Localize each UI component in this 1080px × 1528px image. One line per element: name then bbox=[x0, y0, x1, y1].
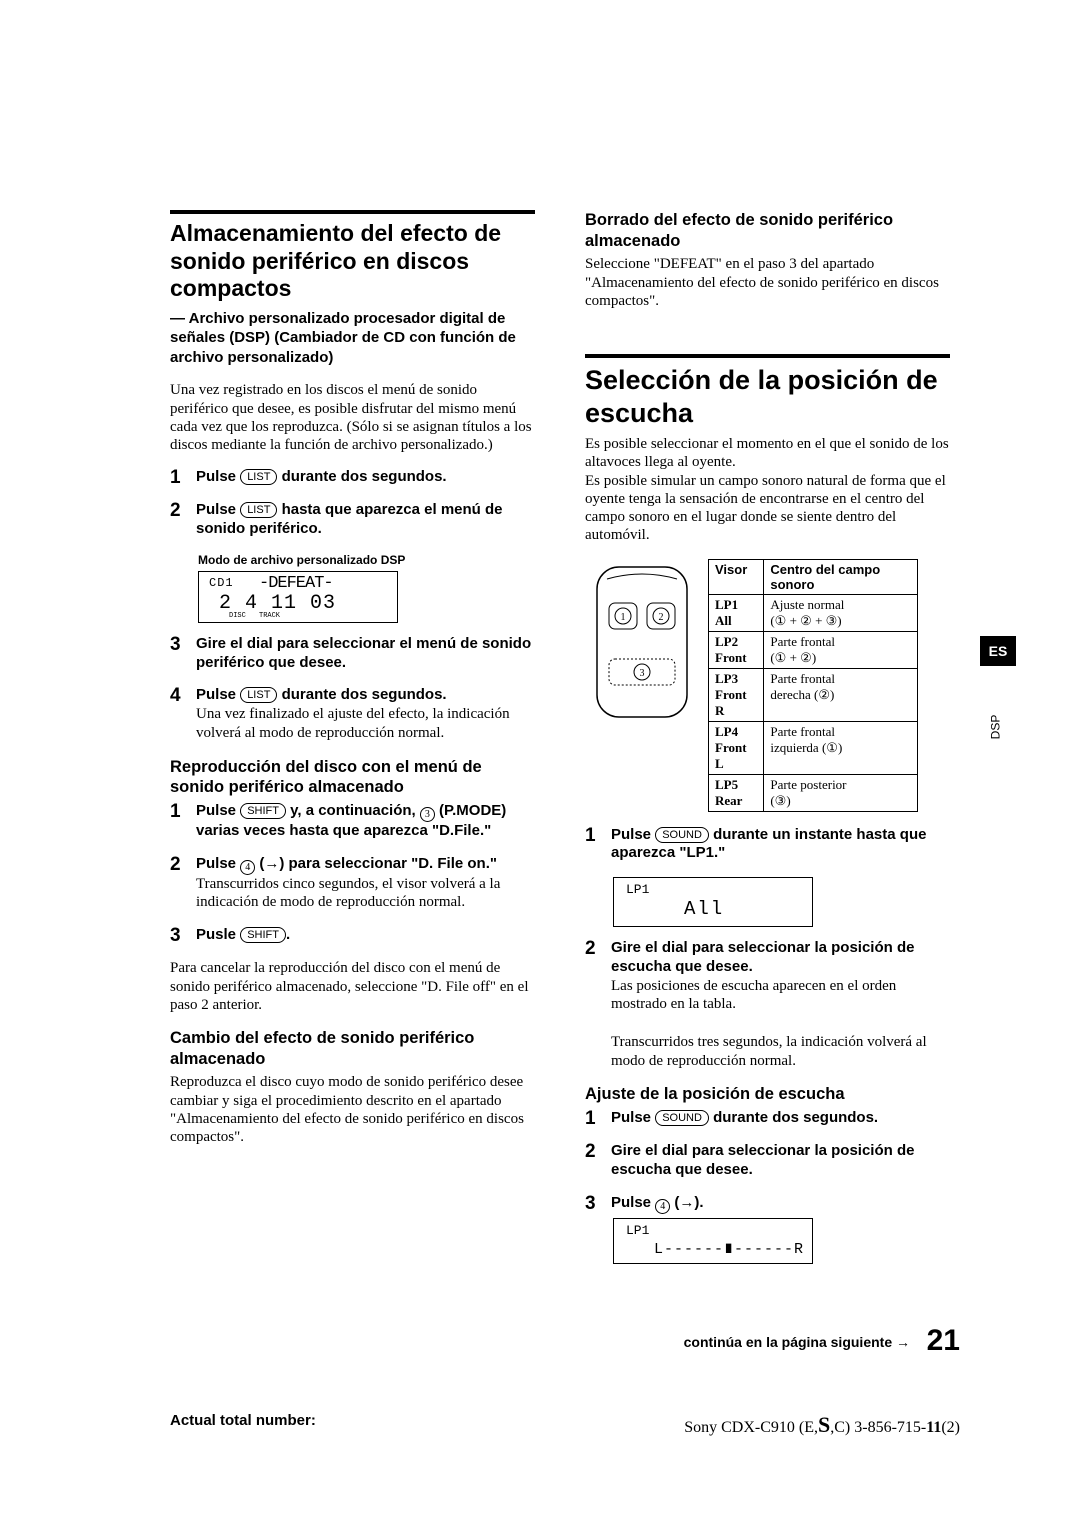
lcd-caption: Modo de archivo personalizado DSP bbox=[198, 553, 535, 567]
left-column: Almacenamiento del efecto de sonido peri… bbox=[170, 210, 535, 1274]
adj-step-3: 3 Pulse 4 (→). bbox=[585, 1194, 950, 1214]
list-button: LIST bbox=[240, 502, 277, 518]
table-row: LP3Front RParte frontalderecha (②) bbox=[709, 668, 918, 721]
sound-button: SOUND bbox=[655, 1110, 709, 1126]
subheading-delete: Borrado del efecto de sonido periférico … bbox=[585, 210, 950, 251]
lcd-display: LP1 All bbox=[613, 877, 813, 927]
section-title: Selección de la posición de escucha bbox=[585, 364, 950, 429]
footer: Actual total number: Sony CDX-C910 (E,S,… bbox=[170, 1412, 960, 1438]
step-3: 3 Gire el dial para seleccionar el menú … bbox=[170, 635, 535, 673]
lcd-display: LP1 L------∎------R bbox=[613, 1218, 813, 1264]
subheading-change: Cambio del efecto de sonido periférico a… bbox=[170, 1028, 535, 1069]
intro-1: Es posible seleccionar el momento en el … bbox=[585, 435, 950, 472]
number-4-icon: 4 bbox=[655, 1199, 670, 1214]
shift-button: SHIFT bbox=[240, 803, 286, 819]
continue-label: continúa en la página siguiente → bbox=[684, 1334, 910, 1350]
svg-text:1: 1 bbox=[621, 612, 626, 623]
rule bbox=[170, 210, 535, 214]
step-4: 4 Pulse LIST durante dos segundos. Una v… bbox=[170, 686, 535, 742]
shift-button: SHIFT bbox=[240, 927, 286, 943]
play-step-2: 2 Pulse 4 (→) para seleccionar "D. File … bbox=[170, 855, 535, 913]
car-diagram-icon: 1 2 3 bbox=[585, 559, 700, 724]
right-column: Borrado del efecto de sonido periférico … bbox=[585, 210, 950, 1274]
number-4-icon: 4 bbox=[240, 860, 255, 875]
cancel-note: Para cancelar la reproducción del disco … bbox=[170, 959, 535, 1014]
svg-text:3: 3 bbox=[640, 668, 645, 679]
step-1: 1 Pulse LIST durante dos segundos. bbox=[170, 468, 535, 487]
rule bbox=[585, 354, 950, 358]
section-tab: DSP bbox=[989, 715, 1003, 740]
page-number: 21 bbox=[927, 1324, 960, 1358]
position-table: VisorCentro del campo sonoro LP1AllAjust… bbox=[708, 559, 918, 812]
table-row: LP4Front LParte frontalizquierda (①) bbox=[709, 721, 918, 774]
footer-model: Sony CDX-C910 (E,S,C) 3-856-715-11(2) bbox=[684, 1412, 960, 1438]
subheading-play: Reproducción del disco con el menú de so… bbox=[170, 757, 535, 798]
adj-step-1: 1 Pulse SOUND durante dos segundos. bbox=[585, 1109, 950, 1128]
subtitle: — Archivo personalizado procesador digit… bbox=[170, 309, 535, 368]
intro-2: Es posible simular un campo sonoro natur… bbox=[585, 472, 950, 545]
list-button: LIST bbox=[240, 687, 277, 703]
table-row: LP5RearParte posterior(③) bbox=[709, 774, 918, 811]
language-tab: ES bbox=[980, 636, 1016, 666]
footer-actual: Actual total number: bbox=[170, 1412, 316, 1438]
svg-text:2: 2 bbox=[659, 612, 664, 623]
step-2: 2 Pulse LIST hasta que aparezca el menú … bbox=[170, 501, 535, 539]
pos-step-1: 1 Pulse SOUND durante un instante hasta … bbox=[585, 826, 950, 864]
play-step-1: 1 Pulse SHIFT y, a continuación, 3 (P.MO… bbox=[170, 802, 535, 841]
position-diagram-row: 1 2 3 VisorCentro del campo sonoro LP1Al… bbox=[585, 559, 950, 812]
lcd-display: CD1 -DEFEAT- 2 4 11 03 DISC TRACK bbox=[198, 571, 398, 623]
play-step-3: 3 Pusle SHIFT. bbox=[170, 926, 535, 945]
number-3-icon: 3 bbox=[420, 807, 435, 822]
intro: Una vez registrado en los discos el menú… bbox=[170, 381, 535, 454]
list-button: LIST bbox=[240, 469, 277, 485]
change-body: Reproduzca el disco cuyo modo de sonido … bbox=[170, 1073, 535, 1146]
sound-button: SOUND bbox=[655, 827, 709, 843]
pos-step-2: 2 Gire el dial para seleccionar la posic… bbox=[585, 939, 950, 1070]
subheading-adjust: Ajuste de la posición de escucha bbox=[585, 1084, 950, 1105]
table-row: LP2FrontParte frontal(① + ②) bbox=[709, 631, 918, 668]
adj-step-2: 2 Gire el dial para seleccionar la posic… bbox=[585, 1142, 950, 1180]
delete-body: Seleccione "DEFEAT" en el paso 3 del apa… bbox=[585, 255, 950, 310]
section-title: Almacenamiento del efecto de sonido peri… bbox=[170, 220, 535, 303]
table-row: LP1AllAjuste normal(① + ② + ③) bbox=[709, 594, 918, 631]
